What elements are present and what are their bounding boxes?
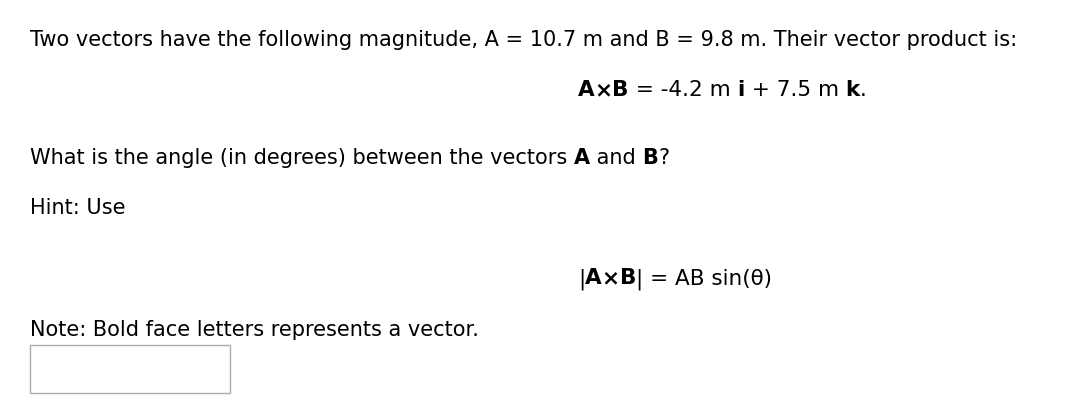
- Text: ×: ×: [602, 268, 620, 288]
- Text: A: A: [575, 148, 591, 168]
- Text: |: |: [578, 268, 585, 289]
- Text: | = AB sin(θ): | = AB sin(θ): [636, 268, 772, 289]
- Text: B: B: [620, 268, 636, 288]
- Text: = -4.2 m: = -4.2 m: [629, 80, 738, 100]
- Text: ×: ×: [594, 80, 612, 100]
- Text: A: A: [578, 80, 594, 100]
- Text: B: B: [612, 80, 629, 100]
- Text: k: k: [846, 80, 860, 100]
- Text: ?: ?: [659, 148, 670, 168]
- Text: and: and: [591, 148, 643, 168]
- Text: + 7.5 m: + 7.5 m: [745, 80, 846, 100]
- Text: Hint: Use: Hint: Use: [30, 198, 125, 218]
- Text: B: B: [643, 148, 659, 168]
- Text: i: i: [738, 80, 745, 100]
- Text: Note: Bold face letters represents a vector.: Note: Bold face letters represents a vec…: [30, 320, 480, 340]
- Text: A: A: [585, 268, 602, 288]
- FancyBboxPatch shape: [30, 345, 230, 393]
- Text: Two vectors have the following magnitude, A = 10.7 m and B = 9.8 m. Their vector: Two vectors have the following magnitude…: [30, 30, 1017, 50]
- Text: .: .: [860, 80, 867, 100]
- Text: What is the angle (in degrees) between the vectors: What is the angle (in degrees) between t…: [30, 148, 575, 168]
